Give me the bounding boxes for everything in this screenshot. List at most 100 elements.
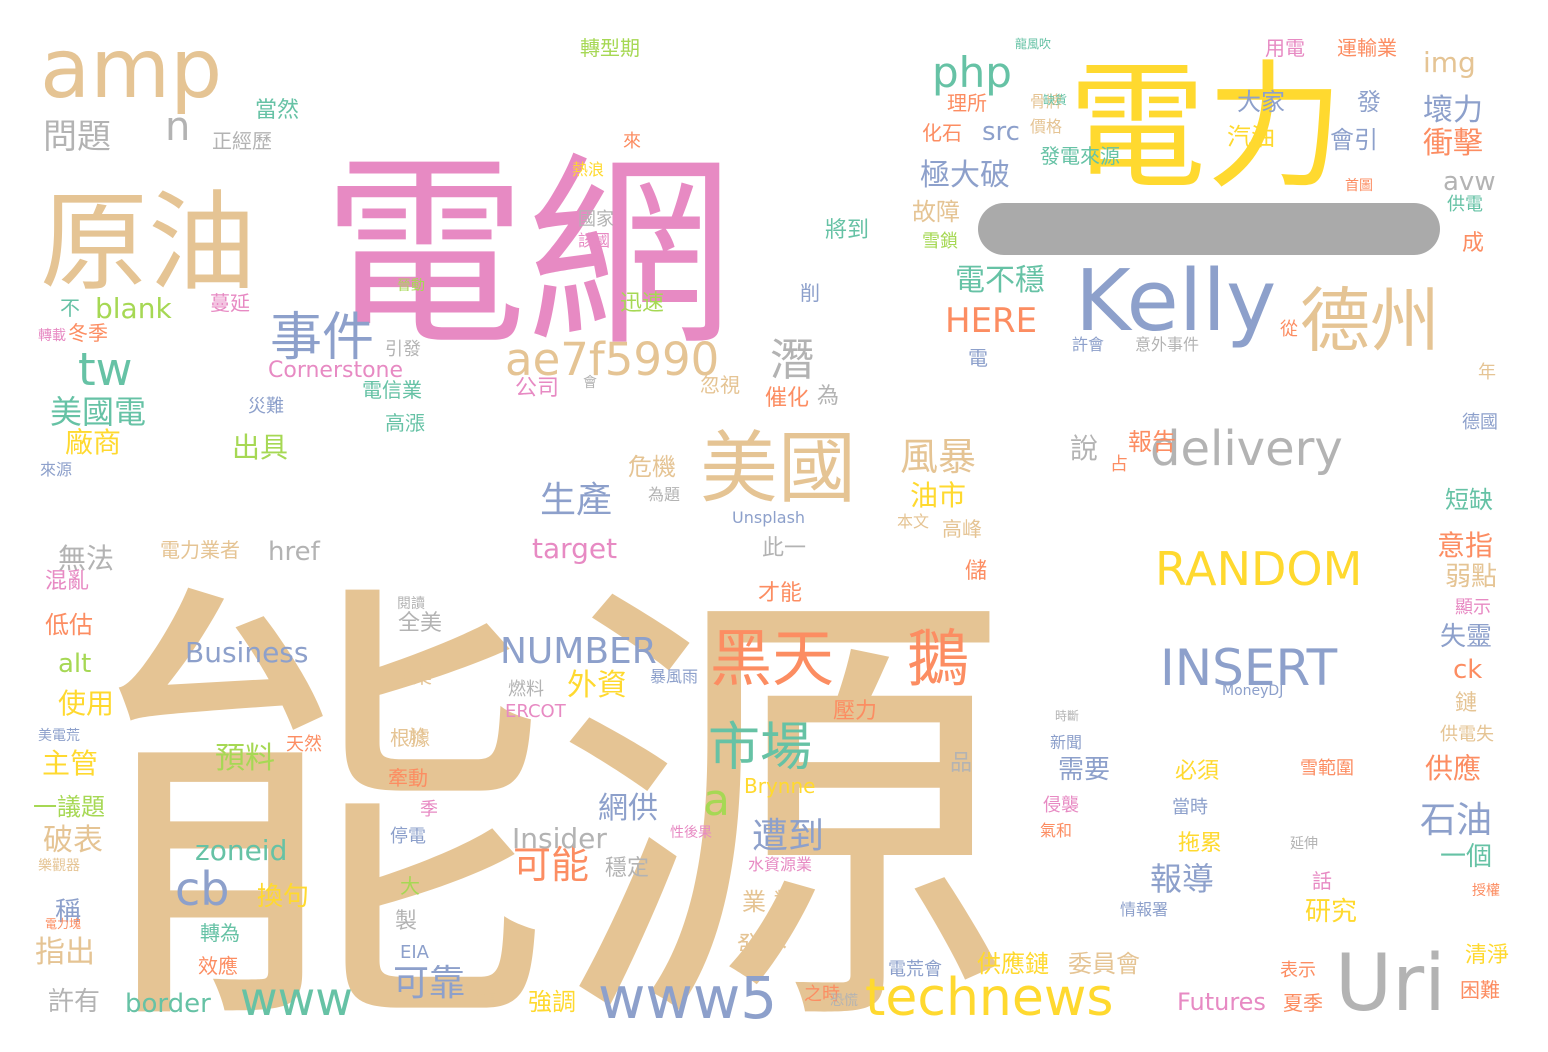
cloud-word: 報導: [1150, 860, 1214, 898]
cloud-word: 遭到: [752, 816, 824, 857]
cloud-word: 燃料: [508, 679, 544, 700]
cloud-word: 可能: [513, 843, 589, 887]
cloud-word: 公司: [515, 376, 559, 401]
cloud-word: 危機: [628, 453, 676, 481]
cloud-word: delivery: [1150, 421, 1343, 477]
cloud-word: 一個: [1440, 842, 1492, 872]
cloud-word: 電力: [1068, 47, 1344, 208]
cloud-word: ck: [1453, 655, 1482, 685]
cloud-word: 閱讀: [397, 596, 425, 612]
cloud-word: 衝擊: [1423, 126, 1483, 161]
cloud-word: 發電來源: [1040, 144, 1120, 168]
cloud-word: 龍風吹: [1015, 36, 1051, 51]
cloud-word: 催化: [765, 386, 809, 411]
cloud-word: 說: [1070, 432, 1098, 465]
cloud-word: 本文: [897, 512, 929, 531]
cloud-word: 無法: [58, 542, 114, 575]
cloud-word: 顯示: [1455, 597, 1491, 618]
cloud-word: 黑天: [710, 622, 834, 695]
cloud-word: 能源: [92, 549, 1012, 1052]
cloud-word: 冬季: [68, 321, 108, 345]
cloud-word: 換句: [257, 882, 309, 912]
cloud-word: 低估: [45, 611, 93, 639]
cloud-word: 出具: [232, 431, 288, 464]
cloud-word: 供電失: [1440, 724, 1494, 745]
cloud-word: 該國: [578, 231, 610, 250]
cloud-word: 夏季: [1283, 991, 1323, 1015]
cloud-word: 意指: [1437, 529, 1493, 562]
cloud-word: 理所: [947, 91, 987, 115]
cloud-word: 供應: [1425, 752, 1481, 785]
cloud-word: 侵襲: [1043, 795, 1079, 816]
cloud-word: 汽油: [1227, 123, 1275, 151]
cloud-word: 效應: [198, 954, 238, 978]
cloud-word: 研究: [1305, 897, 1357, 927]
cloud-word: tw: [78, 343, 132, 396]
cloud-word: 電網: [322, 136, 732, 374]
cloud-word: 業 對: [742, 888, 798, 916]
cloud-word: 氣和: [1040, 821, 1072, 840]
cloud-word: NUMBER: [500, 631, 657, 672]
cloud-word: alt: [58, 649, 91, 679]
cloud-word: 壓力: [833, 699, 877, 724]
cloud-word: 成: [1462, 231, 1484, 256]
cloud-word: 轉為: [200, 921, 240, 945]
cloud-word: 困難: [1460, 978, 1500, 1002]
cloud-word: 恐慌: [830, 993, 858, 1009]
cloud-word: 產業: [392, 664, 432, 688]
cloud-word: 會: [583, 375, 597, 391]
cloud-word: 高峰: [942, 517, 982, 541]
cloud-word: 問題: [43, 117, 111, 157]
cloud-word: 供應鏈: [977, 950, 1049, 978]
cloud-word: 原油: [40, 181, 256, 306]
cloud-word: ERCOT: [505, 701, 567, 722]
cloud-word: 事件: [270, 308, 374, 368]
cloud-word: cb: [175, 862, 230, 916]
cloud-word: amp: [40, 22, 222, 117]
cloud-word: 才能: [758, 581, 802, 606]
cloud-word: 稱: [55, 897, 81, 927]
cloud-word: 削: [800, 281, 820, 305]
cloud-word: 鵝: [907, 622, 969, 695]
cloud-word: 品: [950, 751, 972, 776]
cloud-word: 破表: [43, 823, 103, 858]
cloud-word: 短缺: [1445, 486, 1493, 514]
cloud-word: 電不穩: [955, 263, 1045, 298]
cloud-word: 話: [1312, 869, 1332, 893]
cloud-word: blank: [95, 292, 172, 325]
cloud-word: 拖累: [1178, 831, 1222, 856]
cloud-word: 運輸業: [1337, 36, 1397, 60]
cloud-word: 德州: [1300, 280, 1440, 362]
cloud-word: img: [1423, 46, 1476, 79]
cloud-word: 全美: [398, 611, 442, 636]
cloud-word: 許會: [1072, 335, 1104, 354]
cloud-word: 占: [1110, 454, 1128, 475]
cloud-word: 來源: [40, 460, 72, 479]
cloud-word: 蔓延: [210, 291, 250, 315]
cloud-word: MoneyDJ: [1222, 683, 1283, 699]
cloud-word: 樂觀器: [38, 857, 80, 874]
cloud-word: php: [932, 48, 1012, 97]
cloud-word: Insider: [512, 822, 607, 855]
cloud-word: 電力塊: [45, 916, 81, 931]
cloud-word: 清淨: [1465, 943, 1509, 968]
cloud-word: www: [240, 972, 353, 1026]
cloud-word: 一議題: [33, 793, 105, 821]
cloud-word: 於: [408, 727, 426, 748]
cloud-word: 熱浪: [572, 160, 604, 179]
cloud-word: 電: [968, 346, 988, 370]
cloud-word: ae7f5990: [505, 333, 719, 386]
cloud-word: zoneid: [195, 834, 287, 867]
cloud-word: 混亂: [45, 569, 89, 594]
cloud-word: 水資源業: [748, 855, 812, 874]
cloud-word: 大家: [1237, 88, 1285, 116]
cloud-word: border: [125, 989, 211, 1019]
cloud-word: 發: [1357, 88, 1381, 116]
cloud-word: 年: [1478, 362, 1496, 383]
cloud-word: 轉型期: [580, 36, 640, 60]
cloud-word: 潛: [770, 335, 814, 386]
cloud-word: 之時: [804, 984, 840, 1005]
cloud-word: 石油: [1420, 800, 1492, 841]
cloud-word: 化石: [922, 121, 962, 145]
